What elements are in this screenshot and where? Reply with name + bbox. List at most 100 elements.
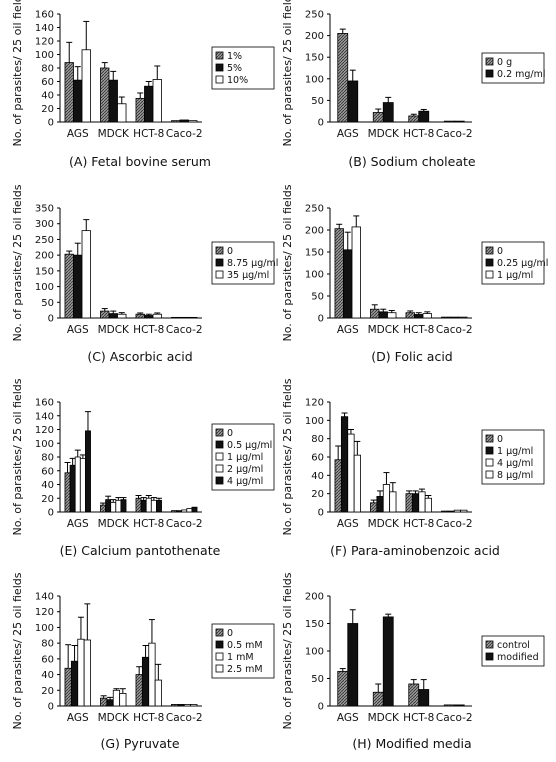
panel-B-ytick-label: 50 bbox=[311, 96, 324, 107]
panel-E-bar bbox=[85, 430, 91, 513]
panel-G-bar bbox=[154, 679, 162, 707]
panel-C-bar bbox=[81, 230, 91, 319]
panel-G-legend-label: 2.5 mM bbox=[227, 664, 263, 675]
panel-A-bar bbox=[188, 120, 198, 123]
panel-E-bar bbox=[64, 472, 71, 513]
panel-E-legend-swatch bbox=[215, 440, 224, 449]
panel-G-ylabel: No. of parasites/ 25 oil fields bbox=[11, 572, 24, 729]
panel-H-ytick-label: 50 bbox=[311, 674, 324, 685]
panel-G-legend-label: 0 bbox=[227, 628, 233, 639]
panel-H-bar bbox=[372, 691, 384, 707]
panel-F-bar bbox=[447, 510, 455, 513]
panel-E-bar bbox=[171, 510, 177, 513]
panel-C-ylabel: No. of parasites/ 25 oil fields bbox=[11, 184, 24, 341]
panel-H-ylabel: No. of parasites/ 25 oil fields bbox=[281, 572, 294, 729]
panel-E-caption: (E) Calcium pantothenate bbox=[59, 543, 221, 558]
panel-H-bar bbox=[347, 623, 359, 707]
panel-D-xtick-label: AGS bbox=[337, 324, 359, 336]
panel-D-legend-swatch bbox=[485, 258, 494, 267]
panel-B-ytick-label: 0 bbox=[318, 118, 324, 129]
panel-A-bar bbox=[144, 85, 154, 123]
panel-F-ylabel: No. of parasites/ 25 oil fields bbox=[281, 378, 294, 535]
panel-E-chart: No. of parasites/ 25 oil fields 0 20 40 60 80… bbox=[11, 378, 275, 535]
panel-C-ytick-label: 300 bbox=[35, 219, 54, 230]
panel-D-bar bbox=[414, 314, 424, 319]
panel-F-bar bbox=[347, 433, 355, 513]
panel-E-legend-label: 2 μg/ml bbox=[227, 464, 263, 475]
panel-B-bar bbox=[418, 110, 430, 123]
panel-H-legend-swatch bbox=[485, 640, 494, 649]
panel-B-ytick-label: 250 bbox=[305, 10, 324, 21]
panel-A-legend-label: 5% bbox=[227, 63, 242, 74]
panel-E-ytick-label: 140 bbox=[35, 411, 54, 422]
panel-D-bar bbox=[334, 228, 344, 319]
panel-E-bar bbox=[176, 510, 183, 513]
panel-B-ylabel: No. of parasites/ 25 oil fields bbox=[281, 0, 294, 146]
panel-B-xtick-label: HCT-8 bbox=[403, 128, 434, 140]
panel-A-ytick-label: 0 bbox=[48, 118, 54, 129]
panel-F-bar bbox=[389, 491, 397, 513]
panel-D-ytick-label: 50 bbox=[311, 292, 324, 303]
panel-D-legend-label: 1 μg/ml bbox=[497, 270, 533, 281]
panel-A-legend-swatch bbox=[215, 63, 224, 72]
panel-G-bar bbox=[190, 704, 198, 707]
panel-F-ytick-label: 60 bbox=[311, 453, 324, 464]
panel-G-bar bbox=[135, 674, 143, 707]
panel-A-ytick-label: 20 bbox=[41, 104, 54, 115]
panel-B-bar bbox=[347, 80, 359, 123]
panel-F-ytick-label: 40 bbox=[311, 471, 324, 482]
panel-E-bar bbox=[140, 499, 147, 513]
panel-A-bar bbox=[117, 103, 127, 123]
panel-G-bar bbox=[77, 638, 85, 707]
panel-G-bar bbox=[183, 704, 192, 707]
panel-G-bar bbox=[70, 660, 79, 707]
panel-E-legend-swatch bbox=[215, 452, 224, 461]
panel-C-legend-label: 8.75 μg/ml bbox=[227, 258, 278, 269]
panel-B-xtick-label: Caco-2 bbox=[436, 128, 473, 140]
panel-G-legend-swatch bbox=[215, 628, 224, 637]
panel-D-legend-swatch bbox=[485, 270, 494, 279]
panel-G-bar bbox=[119, 693, 127, 707]
panel-C-bar bbox=[64, 253, 74, 319]
panel-B-bar bbox=[443, 120, 455, 123]
panel-H-bar bbox=[453, 704, 465, 707]
panel-H-ytick-label: 150 bbox=[305, 619, 324, 630]
panel-B-xtick-label: MDCK bbox=[368, 128, 400, 140]
panel-C-ytick-label: 100 bbox=[35, 282, 54, 293]
panel-D-bar bbox=[449, 316, 459, 319]
panel-E-bar bbox=[186, 508, 193, 513]
panel-F-bar bbox=[424, 497, 432, 513]
panel-F-legend-swatch bbox=[485, 458, 494, 467]
panel-F-xtick-label: AGS bbox=[337, 518, 359, 530]
panel-H-chart: No. of parasites/ 25 oil fields 0 50 100 150… bbox=[281, 572, 545, 729]
panel-E-legend-swatch bbox=[215, 464, 224, 473]
panel-C-xtick-label: AGS bbox=[67, 324, 89, 336]
panel-E-bar bbox=[69, 464, 76, 513]
panel-B-bar bbox=[408, 115, 420, 123]
panel-D-bar bbox=[422, 313, 432, 319]
panel-D-ytick-label: 0 bbox=[318, 314, 324, 325]
panel-F-caption: (F) Para-aminobenzoic acid bbox=[330, 543, 500, 558]
panel-E-ytick-label: 80 bbox=[41, 453, 54, 464]
panel-D-legend-swatch bbox=[485, 246, 494, 255]
panel-D-xtick-label: MDCK bbox=[368, 324, 400, 336]
panel-F-ytick-label: 120 bbox=[305, 398, 324, 409]
panel-D-caption: (D) Folic acid bbox=[371, 349, 453, 364]
panel-G-xtick-label: Caco-2 bbox=[166, 712, 203, 724]
panel-E-ytick-label: 120 bbox=[35, 425, 54, 436]
panel-C-xtick-label: MDCK bbox=[98, 324, 130, 336]
panel-E-ytick-label: 0 bbox=[48, 508, 54, 519]
panel-G-ytick-label: 80 bbox=[41, 639, 54, 650]
panel-F-bar bbox=[405, 493, 413, 513]
panel-C-chart: No. of parasites/ 25 oil fields 0 50 100 150… bbox=[11, 184, 278, 341]
panel-G-bar bbox=[141, 656, 150, 707]
panel-A-bar bbox=[152, 79, 162, 123]
panel-E-bar bbox=[145, 497, 152, 513]
panel-A-legend-swatch bbox=[215, 51, 224, 60]
panel-B-legend-label: 0.2 mg/ml bbox=[497, 69, 546, 80]
panel-H-bar bbox=[443, 704, 455, 707]
panel-E-bar bbox=[191, 506, 198, 513]
panel-A-xtick-label: AGS bbox=[67, 128, 89, 140]
panel-H-caption: (H) Modified media bbox=[352, 736, 472, 751]
